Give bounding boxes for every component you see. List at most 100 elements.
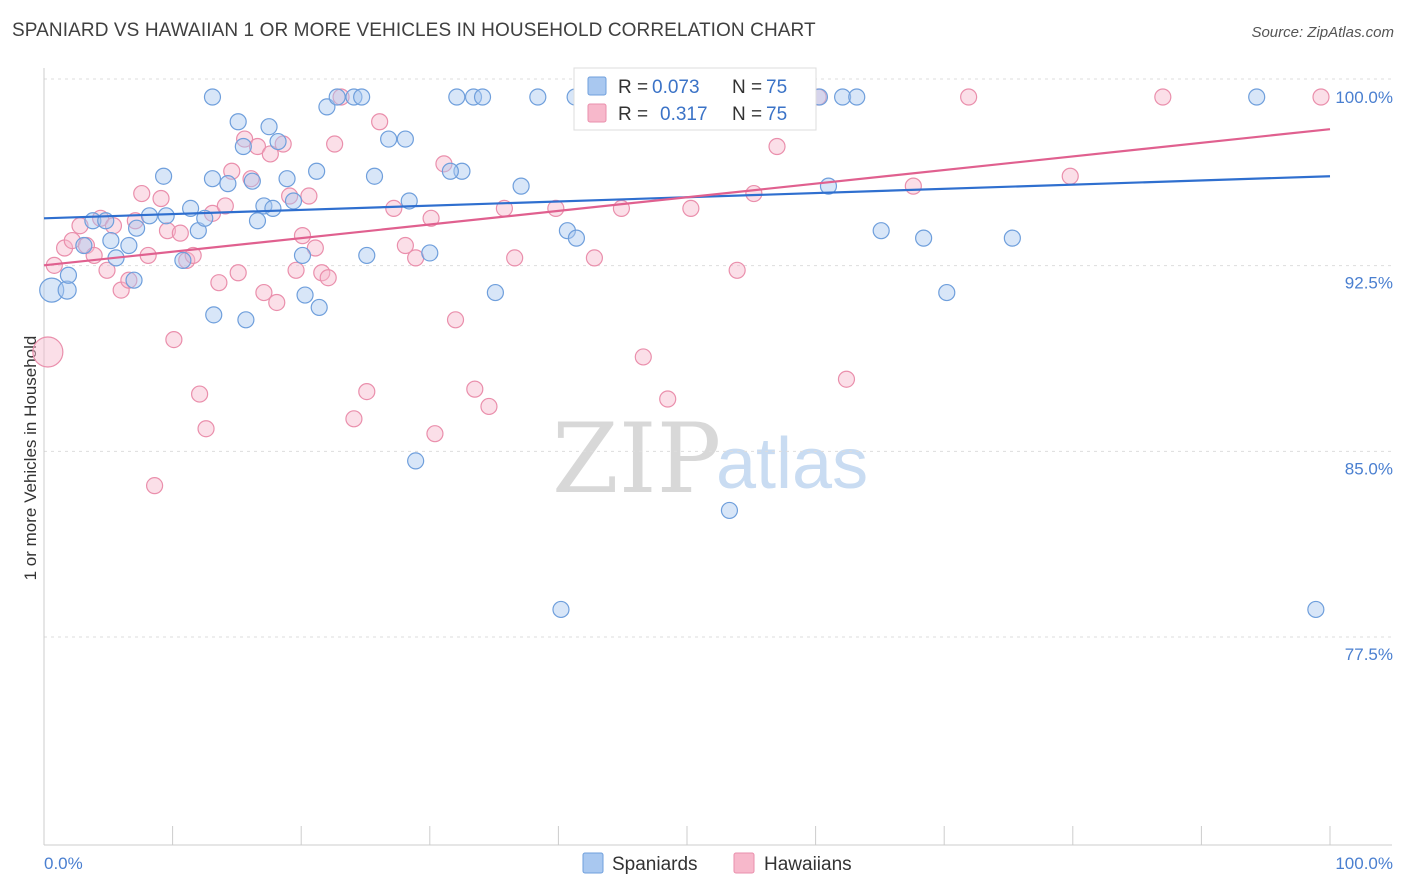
data-point-spaniards: [120, 236, 138, 255]
data-point-spaniards: [102, 231, 120, 250]
data-point-hawaiians: [585, 249, 604, 267]
data-point-spaniards: [396, 130, 414, 148]
data-point-spaniards: [529, 88, 547, 106]
data-point-spaniards: [154, 167, 173, 185]
watermark: ZIP atlas: [552, 403, 868, 515]
data-point-hawaiians: [255, 283, 273, 302]
legend-r-label-spaniards: R =: [618, 77, 648, 98]
data-point-hawaiians: [396, 236, 414, 255]
data-point-hawaiians: [171, 224, 189, 242]
data-point-hawaiians: [145, 477, 164, 495]
data-point-hawaiians: [287, 261, 305, 279]
data-point-spaniards: [464, 88, 483, 106]
bottom-legend-hawaiians: Hawaiians: [764, 854, 852, 875]
data-point-hawaiians: [506, 249, 524, 267]
data-point-hawaiians: [152, 189, 170, 208]
data-point-spaniards: [264, 199, 282, 217]
data-point-hawaiians: [682, 199, 700, 217]
data-point-hawaiians: [268, 293, 286, 312]
trend-lines: [43, 128, 1331, 267]
data-point-hawaiians: [300, 187, 318, 205]
data-point-hawaiians: [480, 397, 498, 416]
data-point-spaniards: [1003, 229, 1021, 247]
y-tick-label: 85.0%: [1345, 459, 1393, 478]
data-point-hawaiians: [229, 264, 247, 282]
data-point-spaniards: [1307, 600, 1325, 619]
data-point-hawaiians: [261, 145, 279, 163]
data-point-spaniards: [234, 137, 252, 156]
data-point-hawaiians: [659, 390, 677, 408]
data-point-spaniards: [174, 251, 192, 269]
data-point-spaniards: [248, 212, 267, 230]
data-point-spaniards: [365, 167, 384, 185]
data-point-spaniards: [203, 88, 222, 106]
legend-r-value-hawaiians: 0.317: [660, 104, 708, 125]
data-point-spaniards: [196, 209, 214, 227]
x-tick-label-start: 0.0%: [44, 854, 83, 873]
data-point-spaniards: [278, 170, 296, 188]
data-point-hawaiians: [837, 370, 856, 388]
y-tick-label: 77.5%: [1345, 645, 1393, 664]
data-point-hawaiians: [426, 425, 444, 443]
data-point-spaniards: [720, 501, 739, 520]
data-point-hawaiians: [32, 336, 64, 368]
data-point-spaniards: [938, 283, 956, 302]
data-point-spaniards: [400, 192, 418, 210]
data-point-hawaiians: [345, 410, 363, 428]
data-point-spaniards: [567, 229, 586, 247]
y-tick-labels: 77.5% 85.0% 92.5% 100.0%: [1335, 88, 1393, 664]
legend-r-value-spaniards: 0.073: [652, 77, 700, 98]
legend-frame: [573, 67, 817, 131]
data-point-spaniards: [237, 311, 255, 329]
data-point-spaniards: [308, 162, 326, 180]
data-point-hawaiians: [466, 380, 484, 398]
x-tick-labels: 0.0% 100.0%: [44, 854, 1393, 873]
data-point-spaniards: [552, 600, 570, 619]
data-point-hawaiians: [745, 184, 763, 203]
data-point-hawaiians: [960, 88, 978, 106]
data-point-spaniards: [421, 244, 439, 262]
data-point-spaniards: [848, 88, 866, 106]
data-point-hawaiians: [191, 385, 209, 403]
data-point-spaniards: [229, 113, 247, 131]
data-point-hawaiians: [904, 177, 922, 195]
data-point-spaniards: [512, 177, 530, 195]
data-point-hawaiians: [634, 348, 652, 366]
data-point-spaniards: [1248, 88, 1266, 106]
data-point-spaniards: [441, 162, 459, 180]
chart-title: SPANIARD VS HAWAIIAN 1 OR MORE VEHICLES …: [12, 20, 816, 41]
legend-n-label-spaniards: N =: [732, 77, 762, 98]
data-point-spaniards: [915, 229, 933, 247]
data-point-hawaiians: [120, 271, 138, 289]
axes: [43, 68, 1392, 846]
data-point-hawaiians: [1312, 88, 1330, 106]
data-point-hawaiians: [371, 113, 389, 131]
data-point-spaniards: [39, 277, 65, 303]
legend-r-label-hawaiians: R =: [618, 104, 648, 125]
data-point-spaniards: [260, 118, 278, 136]
data-point-hawaiians: [306, 239, 324, 257]
data-point-spaniards: [59, 266, 78, 284]
data-point-spaniards: [318, 98, 336, 116]
data-point-hawaiians: [319, 269, 337, 287]
data-point-hawaiians: [98, 261, 116, 279]
data-point-spaniards: [157, 207, 175, 225]
legend-n-value-hawaiians: 75: [766, 104, 787, 125]
data-point-hawaiians: [422, 209, 440, 227]
y-tick-label: 92.5%: [1345, 274, 1393, 293]
data-point-spaniards: [243, 172, 261, 190]
data-point-hawaiians: [184, 246, 202, 265]
watermark-atlas: atlas: [716, 424, 868, 504]
data-point-hawaiians: [293, 227, 312, 245]
data-point-spaniards: [834, 88, 852, 106]
data-point-hawaiians: [158, 222, 177, 240]
data-point-spaniards: [284, 192, 303, 210]
data-point-spaniards: [127, 219, 146, 237]
bottom-legend-swatch-hawaiians: [733, 852, 755, 874]
legend-swatch-hawaiians: [587, 103, 607, 123]
data-point-hawaiians: [1154, 88, 1172, 106]
legend-n-label-hawaiians: N =: [732, 104, 762, 125]
data-point-spaniards: [203, 170, 222, 188]
y-tick-label: 100.0%: [1335, 88, 1393, 107]
